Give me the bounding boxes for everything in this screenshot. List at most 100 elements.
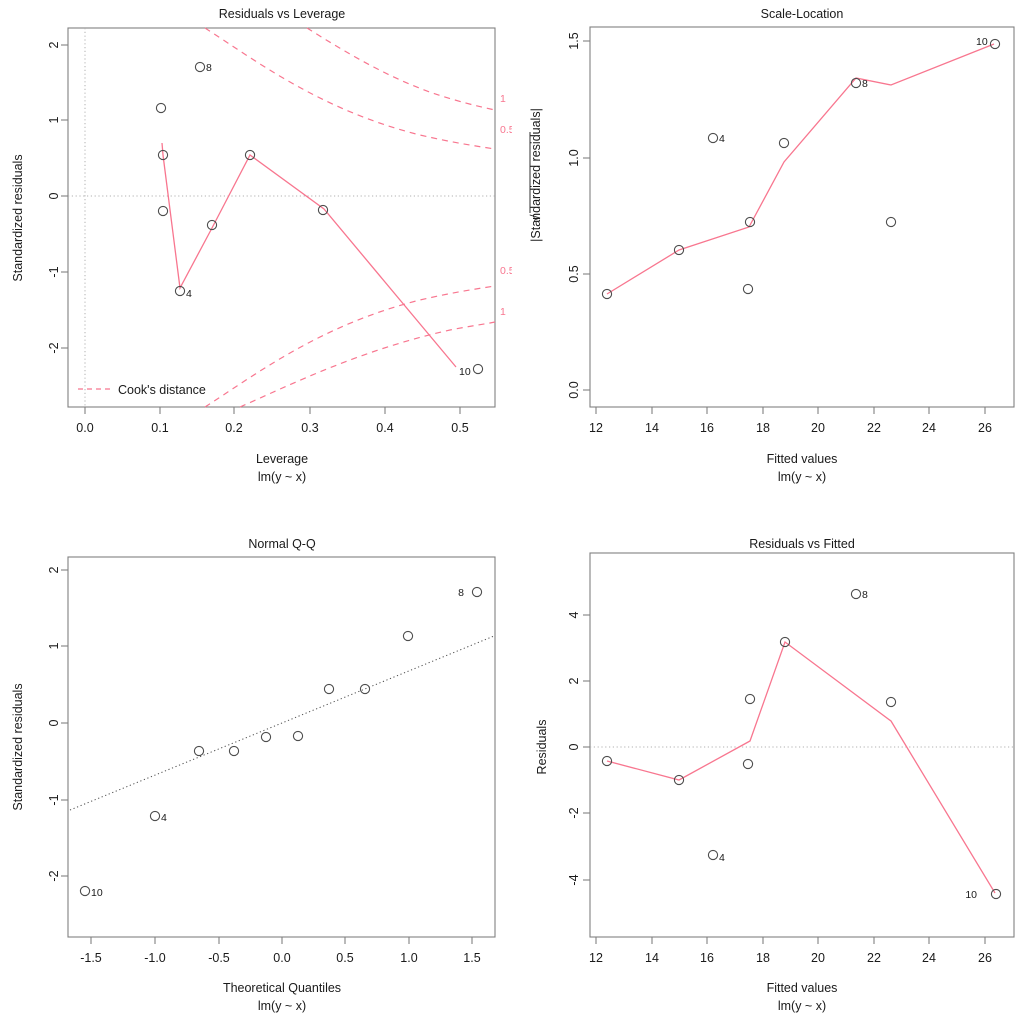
y-tick-label: -2 <box>47 342 61 353</box>
panel-normal-qq: Normal Q-Q 8 4 10 2 1 <box>0 508 512 1017</box>
data-point <box>402 630 414 642</box>
x-tick-label: 0.3 <box>301 421 318 435</box>
x-tick-label: 1.5 <box>463 951 480 965</box>
y-tick-label: 0 <box>47 719 61 726</box>
point-label-8: 8 <box>862 589 868 601</box>
x-axis-label: Theoretical Quantiles <box>223 981 341 995</box>
data-point <box>292 730 304 742</box>
x-tick-label: 22 <box>867 421 881 435</box>
x-tick-label: 16 <box>700 951 714 965</box>
x-axis: 0.0 0.1 0.2 0.3 0.4 0.5 <box>76 407 469 435</box>
panel-title: Residuals vs Fitted <box>749 537 855 551</box>
y-tick-label: -2 <box>47 870 61 881</box>
panel-residuals-vs-leverage: Residuals vs Leverage 8 4 10 <box>0 0 512 508</box>
data-points <box>155 61 484 375</box>
data-point <box>744 693 756 705</box>
data-point <box>601 755 613 767</box>
x-tick-label: -1.0 <box>144 951 166 965</box>
x-tick-label: 24 <box>922 421 936 435</box>
y-tick-label: -1 <box>47 266 61 277</box>
x-tick-label: 26 <box>978 951 992 965</box>
x-axis: 12 14 16 18 20 22 24 26 <box>589 937 992 965</box>
data-point <box>850 588 862 600</box>
cooks-label-1-upper: 1 <box>500 93 506 105</box>
data-point <box>673 774 685 786</box>
x-tick-label: 0.0 <box>273 951 290 965</box>
y-axis: 2 1 0 -1 -2 <box>47 566 68 882</box>
cooks-label-1-lower: 1 <box>500 306 506 318</box>
y-axis-label: Standardized residuals <box>11 154 25 281</box>
y-tick-label: -4 <box>567 874 581 885</box>
x-tick-label: 20 <box>811 951 825 965</box>
data-points <box>601 38 1001 300</box>
x-axis: 12 14 16 18 20 22 24 26 <box>589 407 992 435</box>
y-tick-label: 0 <box>47 192 61 199</box>
point-label-10: 10 <box>91 887 103 899</box>
x-tick-label: 0.5 <box>451 421 468 435</box>
panel-title: Residuals vs Leverage <box>219 7 346 21</box>
y-tick-label: 4 <box>567 611 581 618</box>
y-tick-label: 2 <box>567 677 581 684</box>
x-axis-label: Fitted values <box>767 452 838 466</box>
cooks-contour-lower-1 <box>239 321 496 408</box>
x-tick-label: 22 <box>867 951 881 965</box>
x-axis-label: Fitted values <box>767 981 838 995</box>
residuals-vs-leverage-svg: Residuals vs Leverage 8 4 10 <box>11 7 512 484</box>
data-point <box>742 283 754 295</box>
x-tick-label: 0.5 <box>336 951 353 965</box>
y-axis: 4 2 0 -2 -4 <box>567 611 590 886</box>
data-point <box>885 696 897 708</box>
data-point <box>885 216 897 228</box>
y-tick-label: 1.0 <box>567 149 581 166</box>
data-point <box>244 149 256 161</box>
x-tick-label: 12 <box>589 951 603 965</box>
data-point <box>989 38 1001 50</box>
data-point <box>155 102 167 114</box>
lowess-curve <box>161 142 457 368</box>
y-axis-label: Residuals <box>535 720 549 775</box>
data-point <box>601 288 613 300</box>
cooks-label-05-upper: 0.5 <box>500 124 512 136</box>
x-tick-label: 0.0 <box>76 421 93 435</box>
point-label-8: 8 <box>862 78 868 90</box>
data-point <box>707 132 719 144</box>
x-tick-label: 12 <box>589 421 603 435</box>
qq-reference-line <box>69 635 495 811</box>
y-tick-label: 1 <box>47 642 61 649</box>
data-point <box>990 888 1002 900</box>
x-tick-label: 0.4 <box>376 421 393 435</box>
x-tick-label: 0.1 <box>151 421 168 435</box>
panel-residuals-vs-fitted: Residuals vs Fitted 8 4 10 4 <box>512 508 1024 1017</box>
point-label-8: 8 <box>458 587 464 599</box>
data-point <box>707 849 719 861</box>
data-point <box>323 683 335 695</box>
data-point <box>260 731 272 743</box>
lowess-curve <box>606 43 995 295</box>
data-point <box>194 61 206 73</box>
x-tick-label: 0.2 <box>225 421 242 435</box>
y-axis: 2 1 0 -1 -2 <box>47 41 68 354</box>
x-tick-label: 14 <box>645 421 659 435</box>
point-label-10: 10 <box>976 36 988 48</box>
cooks-contour-upper-05 <box>306 27 496 111</box>
data-point <box>149 810 161 822</box>
x-tick-label: 24 <box>922 951 936 965</box>
data-point <box>174 285 186 297</box>
x-axis-label: Leverage <box>256 452 308 466</box>
y-tick-label: 1.5 <box>567 32 581 49</box>
point-label-4: 4 <box>719 852 725 864</box>
point-label-8: 8 <box>206 62 212 74</box>
x-axis-sublabel: lm(y ~ x) <box>778 999 826 1013</box>
cooks-distance-legend-label: Cook's distance <box>118 383 206 397</box>
y-tick-label: 0 <box>567 743 581 750</box>
point-label-4: 4 <box>719 133 725 145</box>
data-point <box>778 137 790 149</box>
plot-frame <box>67 556 496 938</box>
data-point <box>193 745 205 757</box>
data-points <box>601 588 1002 900</box>
y-tick-label: 1 <box>47 116 61 123</box>
plot-frame <box>589 552 1015 938</box>
y-tick-label: 2 <box>47 41 61 48</box>
data-point <box>79 885 91 897</box>
normal-qq-svg: Normal Q-Q 8 4 10 2 1 <box>11 537 496 1013</box>
